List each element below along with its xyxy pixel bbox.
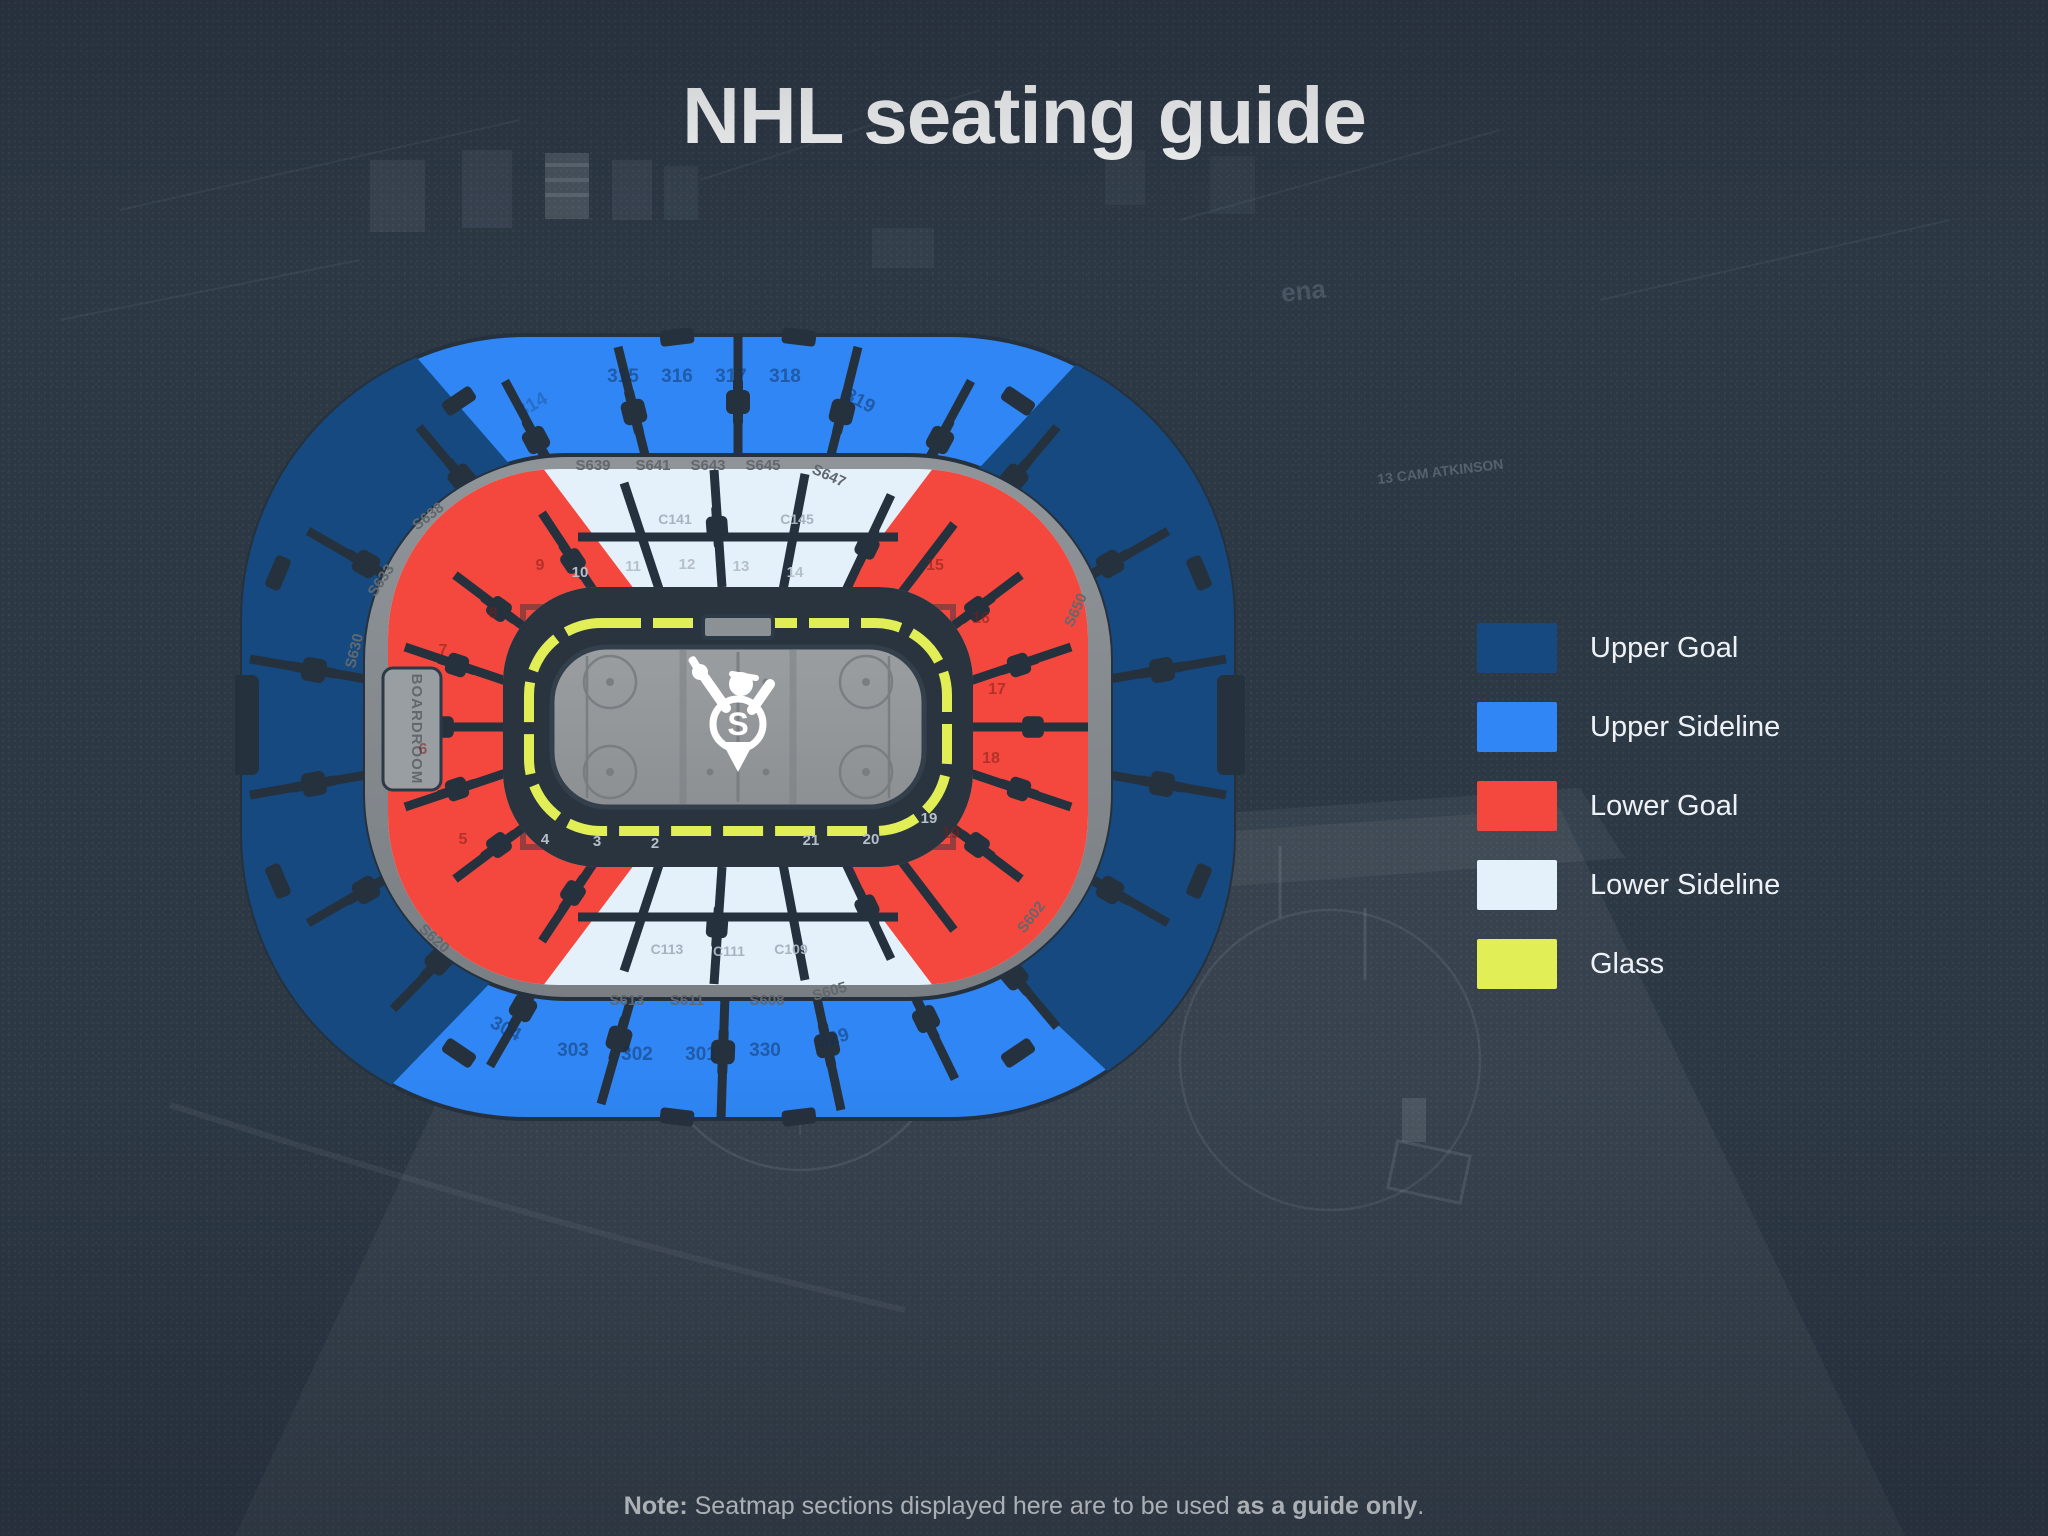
- walkway-label: S608: [749, 992, 784, 1009]
- walkway-label: S611: [670, 992, 704, 1009]
- lower-goal-swatch: [1477, 781, 1557, 831]
- upper-section-number: 316: [661, 366, 693, 387]
- lower-section-number: 3: [593, 833, 601, 850]
- players-bench: [701, 614, 775, 640]
- goal-section-number: 15: [926, 557, 944, 574]
- lower-section-number: 14: [787, 564, 804, 581]
- lower-section-number: 11: [625, 558, 641, 575]
- legend-item-glass: Glass: [1477, 939, 1780, 989]
- lower-section-number: 19: [921, 810, 938, 827]
- seatmap-labels: S639 S641 S643 S645 S647 S638 S633 S630 …: [342, 366, 1091, 1065]
- walkway-label: S613: [609, 992, 644, 1009]
- club-section-label: C113: [651, 941, 684, 957]
- boardroom-label: BOARDROOM: [408, 674, 425, 785]
- lower-section-number: 12: [679, 556, 696, 573]
- lower-sideline-swatch: [1477, 860, 1557, 910]
- walkway-label: S641: [635, 457, 670, 474]
- center-logo: S: [688, 656, 775, 772]
- vomitory-tabs: [235, 326, 1245, 1128]
- upper-section-number: 303: [557, 1040, 589, 1061]
- upper-section-number: 317: [715, 366, 747, 387]
- logo-ring: [709, 695, 767, 753]
- glass-swatch: [1477, 939, 1557, 989]
- ghost-arena-sign-text: ena: [1279, 273, 1327, 308]
- walkway-label: S645: [745, 457, 780, 474]
- footnote: Note: Seatmap sections displayed here ar…: [0, 1492, 2048, 1521]
- upper-section-number: 330: [749, 1040, 781, 1061]
- legend-label: Upper Goal: [1590, 632, 1739, 664]
- lower-section-number: 10: [572, 564, 589, 581]
- goal-section-number: 17: [988, 681, 1006, 698]
- footnote-emphasis: as a guide only: [1236, 1492, 1418, 1520]
- legend-item-lower-sideline: Lower Sideline: [1477, 860, 1780, 910]
- seatmap[interactable]: BOARDROOM: [235, 320, 1245, 1130]
- legend-label: Upper Sideline: [1590, 711, 1781, 743]
- upper-section-number: 315: [607, 366, 639, 387]
- goal-section-number: 19: [942, 825, 960, 842]
- goal-section-number: 5: [459, 831, 468, 848]
- goal-section-number: 18: [982, 750, 1000, 767]
- legend-item-upper-sideline: Upper Sideline: [1477, 702, 1780, 752]
- club-section-label: C109: [774, 941, 808, 957]
- rink: [549, 644, 927, 810]
- walkway-label: S639: [575, 457, 610, 474]
- walkway-label: S643: [690, 457, 725, 474]
- legend: Upper Goal Upper Sideline Lower Goal Low…: [1477, 623, 1780, 1018]
- upper-section-number: 301: [685, 1044, 717, 1065]
- lower-section-number: 21: [803, 832, 820, 849]
- club-section-label: C141: [658, 511, 692, 527]
- goal-section-number: 16: [972, 610, 990, 627]
- lower-section-number: 13: [733, 558, 750, 575]
- ghost-banners: [370, 150, 1255, 268]
- footnote-body: Seatmap sections displayed here are to b…: [687, 1492, 1237, 1520]
- upper-sideline-swatch: [1477, 702, 1557, 752]
- club-section-label: C111: [713, 943, 745, 959]
- legend-label: Glass: [1590, 948, 1665, 980]
- legend-label: Lower Goal: [1590, 790, 1739, 822]
- lower-section-number: 2: [651, 835, 659, 852]
- logo-cap: [729, 671, 759, 681]
- logo-letter: S: [727, 706, 748, 742]
- goal-section-number: 8: [489, 605, 498, 622]
- lower-section-number: 20: [863, 831, 880, 848]
- goal-section-number: 7: [439, 642, 448, 659]
- goal-section-number: 9: [536, 557, 545, 574]
- goal-section-number: 6: [419, 741, 428, 758]
- ghost-goalie: [1402, 1098, 1426, 1142]
- upper-goal-swatch: [1477, 623, 1557, 673]
- footnote-prefix: Note:: [623, 1492, 688, 1520]
- ghost-banner-text: 13 CAM ATKINSON: [1376, 456, 1504, 487]
- upper-section-number: 302: [621, 1044, 653, 1065]
- legend-label: Lower Sideline: [1590, 869, 1781, 901]
- ghost-roof-lines: [59, 89, 1951, 321]
- page-title: NHL seating guide: [682, 71, 1367, 160]
- legend-item-upper-goal: Upper Goal: [1477, 623, 1780, 673]
- club-section-label: C145: [780, 511, 814, 527]
- lower-section-number: 4: [541, 831, 550, 848]
- footnote-period: .: [1417, 1492, 1425, 1520]
- upper-goal-right[interactable]: [738, 320, 1245, 1130]
- upper-ring[interactable]: [235, 320, 1245, 1130]
- legend-item-lower-goal: Lower Goal: [1477, 781, 1780, 831]
- upper-section-number: 318: [769, 366, 801, 387]
- boardroom-suite[interactable]: BOARDROOM: [381, 666, 443, 792]
